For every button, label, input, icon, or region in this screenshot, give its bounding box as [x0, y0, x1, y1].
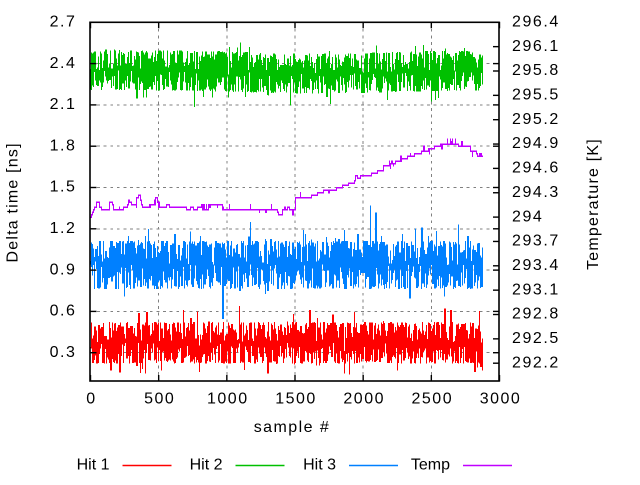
svg-text:295.5: 295.5: [512, 87, 560, 104]
svg-text:2500: 2500: [412, 391, 454, 408]
svg-text:1500: 1500: [275, 391, 317, 408]
svg-text:294: 294: [512, 208, 543, 225]
svg-text:296.1: 296.1: [512, 38, 560, 55]
svg-text:293.7: 293.7: [512, 233, 560, 250]
svg-text:2.7: 2.7: [50, 14, 77, 31]
svg-text:2.4: 2.4: [50, 55, 77, 72]
svg-text:1000: 1000: [207, 391, 249, 408]
svg-text:2000: 2000: [343, 391, 385, 408]
svg-text:295.2: 295.2: [512, 111, 560, 128]
svg-text:294.6: 294.6: [512, 160, 560, 177]
svg-text:0.9: 0.9: [50, 261, 77, 278]
svg-text:Temperature [K]: Temperature [K]: [585, 138, 602, 270]
svg-text:2.1: 2.1: [50, 96, 77, 113]
svg-text:293.1: 293.1: [512, 281, 560, 298]
svg-text:3000: 3000: [480, 391, 522, 408]
svg-text:0.6: 0.6: [50, 303, 77, 320]
svg-text:294.3: 294.3: [512, 184, 560, 201]
svg-text:1.8: 1.8: [50, 137, 77, 154]
svg-text:Temp: Temp: [411, 457, 450, 474]
svg-text:Hit 1: Hit 1: [77, 457, 110, 474]
svg-text:sample #: sample #: [254, 419, 331, 436]
svg-text:1.5: 1.5: [50, 179, 77, 196]
svg-text:Delta time [ns]: Delta time [ns]: [5, 142, 22, 262]
svg-text:0: 0: [86, 391, 96, 408]
svg-text:Hit 3: Hit 3: [303, 457, 336, 474]
svg-text:292.2: 292.2: [512, 354, 560, 371]
svg-text:292.8: 292.8: [512, 306, 560, 323]
svg-text:293.4: 293.4: [512, 257, 560, 274]
svg-text:296.4: 296.4: [512, 14, 560, 31]
svg-text:294.9: 294.9: [512, 135, 560, 152]
svg-text:0.3: 0.3: [50, 344, 77, 361]
svg-text:295.8: 295.8: [512, 62, 560, 79]
svg-text:292.5: 292.5: [512, 330, 560, 347]
svg-text:Hit 2: Hit 2: [190, 457, 223, 474]
svg-text:500: 500: [144, 391, 175, 408]
svg-text:1.2: 1.2: [50, 220, 77, 237]
